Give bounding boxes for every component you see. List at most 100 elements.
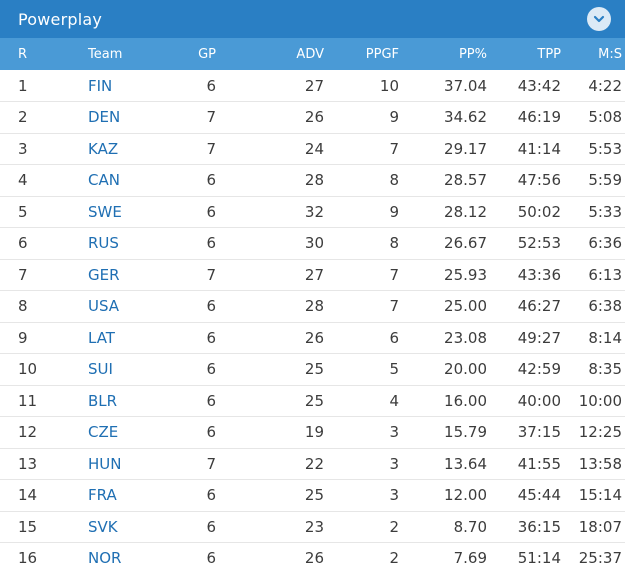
ms-cell: 8:14: [588, 328, 622, 347]
ppgf-cell: 10: [379, 76, 399, 95]
ppgf-cell: 9: [389, 108, 399, 127]
tpp-cell: 43:36: [517, 265, 561, 284]
rank-cell: 16: [18, 549, 38, 568]
ppgf-cell: 6: [389, 328, 399, 347]
team-link[interactable]: KAZ: [88, 139, 119, 158]
ppgf-cell: 7: [389, 265, 399, 284]
ppgf-cell: 8: [389, 234, 399, 253]
column-header-tpp[interactable]: TPP: [537, 46, 561, 62]
team-link[interactable]: FRA: [88, 486, 117, 505]
pp-percent-cell: 25.93: [444, 265, 487, 284]
team-link[interactable]: SVK: [88, 517, 118, 536]
team-link[interactable]: GER: [88, 265, 120, 284]
gp-cell: 6: [206, 360, 216, 379]
adv-cell: 28: [304, 171, 324, 190]
ms-cell: 5:53: [588, 139, 622, 158]
column-header-adv[interactable]: ADV: [296, 46, 324, 62]
tpp-cell: 50:02: [517, 202, 561, 221]
team-link[interactable]: CAN: [88, 171, 120, 190]
pp-percent-cell: 29.17: [444, 139, 487, 158]
ppgf-cell: 3: [389, 454, 399, 473]
adv-cell: 24: [304, 139, 324, 158]
team-link[interactable]: BLR: [88, 391, 118, 410]
table-row: 3 KAZ 7 24 7 29.17 41:14 5:53: [0, 133, 625, 165]
pp-percent-cell: 12.00: [444, 486, 487, 505]
gp-cell: 6: [206, 549, 216, 568]
team-link[interactable]: SUI: [88, 360, 113, 379]
column-header-gp[interactable]: GP: [198, 46, 216, 62]
adv-cell: 25: [304, 486, 324, 505]
team-link[interactable]: NOR: [88, 549, 122, 568]
team-link[interactable]: DEN: [88, 108, 121, 127]
gp-cell: 7: [206, 139, 216, 158]
team-link[interactable]: CZE: [88, 423, 119, 442]
table-row: 2 DEN 7 26 9 34.62 46:19 5:08: [0, 102, 625, 133]
table-row: 14 FRA 6 25 3 12.00 45:44 15:14: [0, 480, 625, 511]
pp-percent-cell: 23.08: [444, 328, 487, 347]
ppgf-cell: 3: [389, 423, 399, 442]
adv-cell: 26: [304, 108, 324, 127]
adv-cell: 26: [304, 328, 324, 347]
column-header-team[interactable]: Team: [88, 46, 123, 62]
gp-cell: 6: [206, 328, 216, 347]
tpp-cell: 40:00: [517, 391, 561, 410]
team-link[interactable]: USA: [88, 297, 120, 316]
pp-percent-cell: 37.04: [444, 76, 487, 95]
team-link[interactable]: RUS: [88, 234, 119, 253]
ms-cell: 10:00: [578, 391, 622, 410]
ppgf-cell: 4: [389, 391, 399, 410]
adv-cell: 27: [304, 76, 324, 95]
team-link[interactable]: LAT: [88, 328, 115, 347]
rank-cell: 3: [18, 139, 28, 158]
team-link[interactable]: HUN: [88, 454, 122, 473]
gp-cell: 6: [206, 171, 216, 190]
column-header-pp-percent[interactable]: PP%: [458, 46, 487, 62]
tpp-cell: 41:55: [517, 454, 561, 473]
table-row: 7 GER 7 27 7 25.93 43:36 6:13: [0, 259, 625, 291]
pp-percent-cell: 15.79: [444, 423, 487, 442]
column-header-ms[interactable]: M:S: [598, 46, 622, 62]
gp-cell: 6: [206, 202, 216, 221]
rank-cell: 4: [18, 171, 28, 190]
ms-cell: 18:07: [578, 517, 622, 536]
ms-cell: 25:37: [578, 549, 622, 568]
pp-percent-cell: 28.12: [444, 202, 487, 221]
team-link[interactable]: FIN: [88, 76, 113, 95]
rank-cell: 13: [18, 454, 38, 473]
tpp-cell: 42:59: [517, 360, 561, 379]
rank-cell: 5: [18, 202, 28, 221]
table-row: 6 RUS 6 30 8 26.67 52:53 6:36: [0, 228, 625, 259]
tpp-cell: 37:15: [517, 423, 561, 442]
table-body: 1 FIN 6 27 10 37.04 43:42 4:22 2 DEN 7 26 9 34.62 46:1…: [0, 70, 625, 574]
pp-percent-cell: 34.62: [444, 108, 487, 127]
ms-cell: 6:36: [588, 234, 622, 253]
team-link[interactable]: SWE: [88, 202, 122, 221]
tpp-cell: 43:42: [517, 76, 561, 95]
adv-cell: 25: [304, 360, 324, 379]
collapse-button[interactable]: [587, 7, 611, 31]
ms-cell: 12:25: [578, 423, 622, 442]
pp-percent-cell: 25.00: [444, 297, 487, 316]
gp-cell: 6: [206, 297, 216, 316]
adv-cell: 30: [304, 234, 324, 253]
table-row: 9 LAT 6 26 6 23.08 49:27 8:14: [0, 322, 625, 354]
rank-cell: 2: [18, 108, 28, 127]
gp-cell: 6: [206, 76, 216, 95]
rank-cell: 12: [18, 423, 38, 442]
gp-cell: 6: [206, 391, 216, 410]
rank-cell: 11: [18, 391, 38, 410]
table-row: 13 HUN 7 22 3 13.64 41:55 13:58: [0, 448, 625, 480]
column-header-ppgf[interactable]: PPGF: [365, 46, 399, 62]
rank-cell: 7: [18, 265, 28, 284]
tpp-cell: 46:19: [517, 108, 561, 127]
tpp-cell: 47:56: [517, 171, 561, 190]
ppgf-cell: 9: [389, 202, 399, 221]
ppgf-cell: 8: [389, 171, 399, 190]
ppgf-cell: 2: [389, 549, 399, 568]
column-header-rank[interactable]: R: [18, 46, 28, 62]
ppgf-cell: 5: [389, 360, 399, 379]
pp-percent-cell: 20.00: [444, 360, 487, 379]
ppgf-cell: 7: [389, 297, 399, 316]
ppgf-cell: 3: [389, 486, 399, 505]
